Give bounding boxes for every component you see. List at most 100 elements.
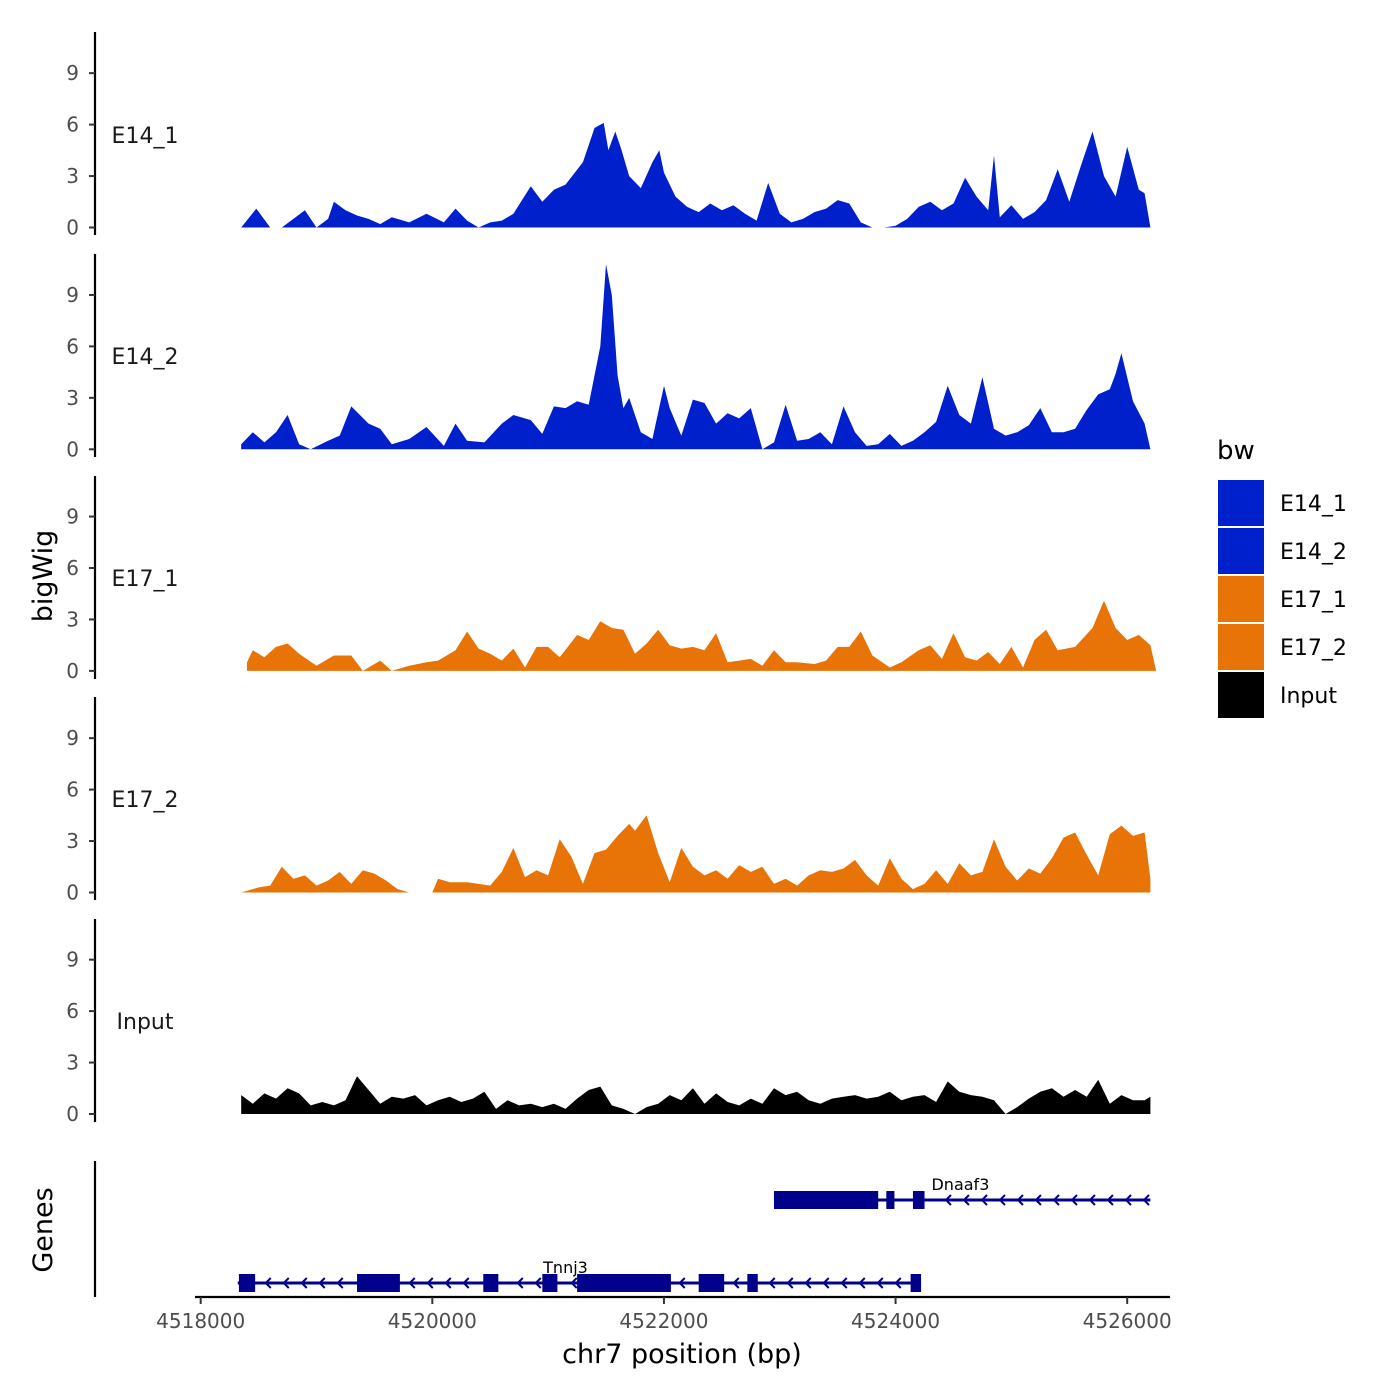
track-panel-E14_2: 0 3 6 9 E14_2: [66, 254, 1151, 461]
strand-arrow: [462, 1277, 470, 1289]
x-axis-title: chr7 position (bp): [562, 1339, 802, 1370]
y-tick-label: 6: [66, 556, 79, 580]
genes-axis-title: Genes: [28, 1187, 59, 1272]
y-axis-title: bigWig: [28, 530, 59, 623]
exon: [910, 1274, 922, 1292]
strand-arrow: [822, 1277, 830, 1289]
strand-arrow: [426, 1277, 434, 1289]
strand-arrow: [1034, 1194, 1042, 1206]
panel-label: E14_1: [112, 124, 179, 149]
x-tick-label: 4524000: [851, 1309, 940, 1333]
panel-label: E14_2: [112, 345, 179, 370]
legend-label-E14_1: E14_1: [1280, 492, 1347, 517]
y-tick-label: 6: [66, 999, 79, 1023]
strand-arrow: [444, 1277, 452, 1289]
strand-arrow: [282, 1277, 290, 1289]
y-tick-label: 9: [66, 283, 79, 307]
legend-swatch-E17_1: [1218, 576, 1264, 622]
strand-arrow: [678, 1277, 686, 1289]
y-tick-label: 9: [66, 61, 79, 85]
track-panel-E17_1: 0 3 6 9 E17_1: [66, 476, 1157, 683]
strand-arrow: [858, 1277, 866, 1289]
y-tick-label: 6: [66, 778, 79, 802]
exon: [912, 1191, 925, 1209]
legend-title: bw: [1217, 436, 1255, 466]
strand-arrow: [1106, 1194, 1114, 1206]
y-tick-label: 3: [66, 607, 79, 631]
y-tick-label: 0: [66, 216, 79, 240]
y-tick-label: 3: [66, 164, 79, 188]
y-tick-label: 3: [66, 829, 79, 853]
y-tick-label: 3: [66, 1051, 79, 1075]
strand-arrow: [944, 1194, 952, 1206]
strand-arrow: [1016, 1194, 1024, 1206]
y-tick-label: 0: [66, 1102, 79, 1126]
exon: [238, 1274, 256, 1292]
strand-arrow: [1052, 1194, 1060, 1206]
strand-arrow: [804, 1277, 812, 1289]
gene-Dnaaf3: Dnaaf3: [773, 1175, 1151, 1209]
exon: [886, 1191, 895, 1209]
strand-arrow: [962, 1194, 970, 1206]
strand-arrow: [998, 1194, 1006, 1206]
y-tick-label: 6: [66, 113, 79, 137]
legend-label-E17_1: E17_1: [1280, 588, 1347, 613]
strand-arrow: [786, 1277, 794, 1289]
gene-label: Tnnj3: [542, 1258, 588, 1277]
gene-label: Dnaaf3: [931, 1175, 989, 1194]
y-tick-label: 6: [66, 334, 79, 358]
strand-arrow: [534, 1277, 542, 1289]
x-axis: 4518000 4520000 4522000 4524000 4526000: [156, 1295, 1172, 1333]
y-tick-label: 3: [66, 386, 79, 410]
signal-area-E17_1: [247, 600, 1157, 671]
exon: [773, 1191, 879, 1209]
exon: [747, 1274, 758, 1292]
track-panel-E17_2: 0 3 6 9 E17_2: [66, 697, 1151, 905]
signal-area-Input: [241, 1076, 1151, 1114]
strand-arrow: [318, 1277, 326, 1289]
legend-swatch-E14_2: [1218, 528, 1264, 574]
strand-arrow: [516, 1277, 524, 1289]
strand-arrow: [264, 1277, 272, 1289]
legend-swatch-E14_1: [1218, 480, 1264, 526]
strand-arrow: [768, 1277, 776, 1289]
x-tick-label: 4526000: [1083, 1309, 1172, 1333]
legend-swatch-Input: [1218, 672, 1264, 718]
panel-label: Input: [117, 1010, 174, 1035]
strand-arrow: [980, 1194, 988, 1206]
legend-swatch-E17_2: [1218, 624, 1264, 670]
panel-label: E17_2: [112, 788, 179, 813]
strand-arrow: [570, 1277, 578, 1289]
y-tick-label: 9: [66, 726, 79, 750]
signal-area-E14_2: [241, 264, 1151, 450]
strand-arrow: [1124, 1194, 1132, 1206]
genes-panel: Dnaaf3 Tnnj3: [93, 1161, 1151, 1297]
strand-arrow: [732, 1277, 740, 1289]
exon: [577, 1274, 671, 1292]
strand-arrow: [1142, 1194, 1150, 1206]
exon: [357, 1274, 400, 1292]
legend-label-E14_2: E14_2: [1280, 540, 1347, 565]
x-tick-label: 4522000: [619, 1309, 708, 1333]
x-tick-label: 4520000: [388, 1309, 477, 1333]
signal-area-E17_2: [241, 815, 1151, 893]
legend: bw E14_1 E14_2 E17_1 E17_2 Input: [1217, 436, 1347, 718]
strand-arrow: [300, 1277, 308, 1289]
strand-arrow: [336, 1277, 344, 1289]
strand-arrow: [894, 1277, 902, 1289]
strand-arrow: [876, 1277, 884, 1289]
strand-arrow: [408, 1277, 416, 1289]
x-tick-label: 4518000: [156, 1309, 245, 1333]
strand-arrow: [840, 1277, 848, 1289]
signal-panels: 0 3 6 9 E14_1 0 3 6 9 E14_2 0 3 6 9 E17_1 0 3 6 9 E17_2 0 3 6 9…: [66, 32, 1157, 1126]
y-tick-label: 0: [66, 437, 79, 461]
exon: [698, 1274, 725, 1292]
y-tick-label: 0: [66, 659, 79, 683]
legend-label-Input: Input: [1280, 684, 1337, 709]
legend-label-E17_2: E17_2: [1280, 636, 1347, 661]
signal-area-E14_1: [241, 122, 1151, 228]
strand-arrow: [1070, 1194, 1078, 1206]
track-panel-Input: 0 3 6 9 Input: [66, 919, 1151, 1126]
strand-arrow: [1088, 1194, 1096, 1206]
